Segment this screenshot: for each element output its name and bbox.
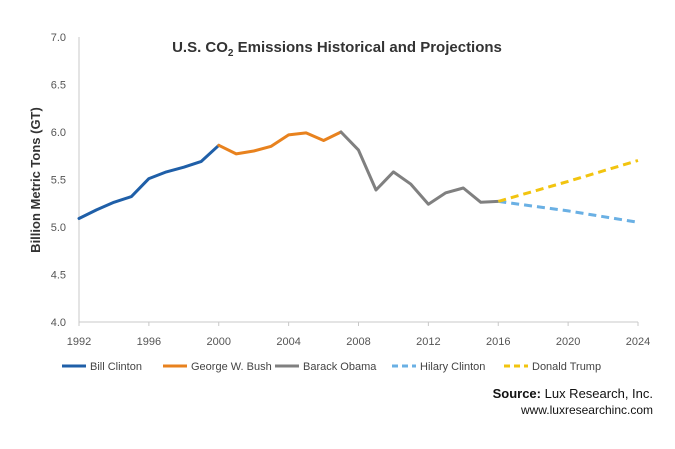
x-tick-label: 1992: [67, 336, 91, 348]
axes-group: [78, 37, 639, 326]
x-tick-label: 2012: [416, 336, 440, 348]
source-block: Source: Lux Research, Inc. www.luxresear…: [493, 386, 653, 418]
y-tick-label: 5.5: [51, 175, 66, 187]
chart-title-rest: Emissions Historical and Projections: [233, 39, 501, 56]
source-line: Source: Lux Research, Inc.: [493, 386, 653, 402]
y-axis-label: Billion Metric Tons (GT): [28, 107, 43, 253]
x-tick-label: 2008: [346, 336, 370, 348]
y-tick-label: 6.5: [51, 80, 66, 92]
x-tick-label: 2020: [556, 336, 580, 348]
chart-title-group: U.S. CO2 Emissions Historical and Projec…: [172, 39, 502, 59]
legend-label-george-w-bush: George W. Bush: [191, 361, 272, 373]
legend-label-hilary-clinton: Hilary Clinton: [420, 361, 485, 373]
chart-title-subscript: 2: [228, 48, 234, 59]
y-tick-label: 4.0: [51, 317, 66, 329]
chart-title: U.S. CO2 Emissions Historical and Projec…: [172, 39, 502, 59]
y-axis-label-group: Billion Metric Tons (GT): [28, 107, 43, 253]
x-tick-label: 1996: [137, 336, 161, 348]
x-tick-label: 2004: [276, 336, 300, 348]
y-tick-labels: 4.0 4.5 5.0 5.5 6.0 6.5 7.0: [51, 32, 66, 329]
chart-title-main: U.S. CO: [172, 39, 228, 56]
source-url: www.luxresearchinc.com: [520, 403, 653, 417]
series-line-bill-clinton: [77, 143, 221, 220]
source-text: Lux Research, Inc.: [541, 386, 653, 401]
x-tick-labels: 1992 1996 2000 2004 2008 2012 2016 2020 2024: [67, 336, 650, 348]
x-tick-label: 2000: [207, 336, 231, 348]
series-line-donald-trump: [497, 159, 639, 203]
x-tick-label: 2016: [486, 336, 510, 348]
series-line-george-w-bush: [217, 130, 343, 156]
y-tick-label: 5.0: [51, 222, 66, 234]
legend: Bill Clinton George W. Bush Barack Obama Hi…: [62, 361, 601, 373]
y-tick-label: 7.0: [51, 32, 66, 44]
series-line-barack-obama: [339, 130, 500, 206]
x-tick-label: 2024: [626, 336, 650, 348]
series-line-hilary-clinton: [498, 199, 639, 224]
y-tick-label: 4.5: [51, 270, 66, 282]
legend-label-barack-obama: Barack Obama: [303, 361, 377, 373]
series-lines: [77, 130, 639, 224]
legend-label-donald-trump: Donald Trump: [532, 361, 601, 373]
y-tick-label: 6.0: [51, 127, 66, 139]
legend-label-bill-clinton: Bill Clinton: [90, 361, 142, 373]
source-label: Source:: [492, 386, 541, 401]
